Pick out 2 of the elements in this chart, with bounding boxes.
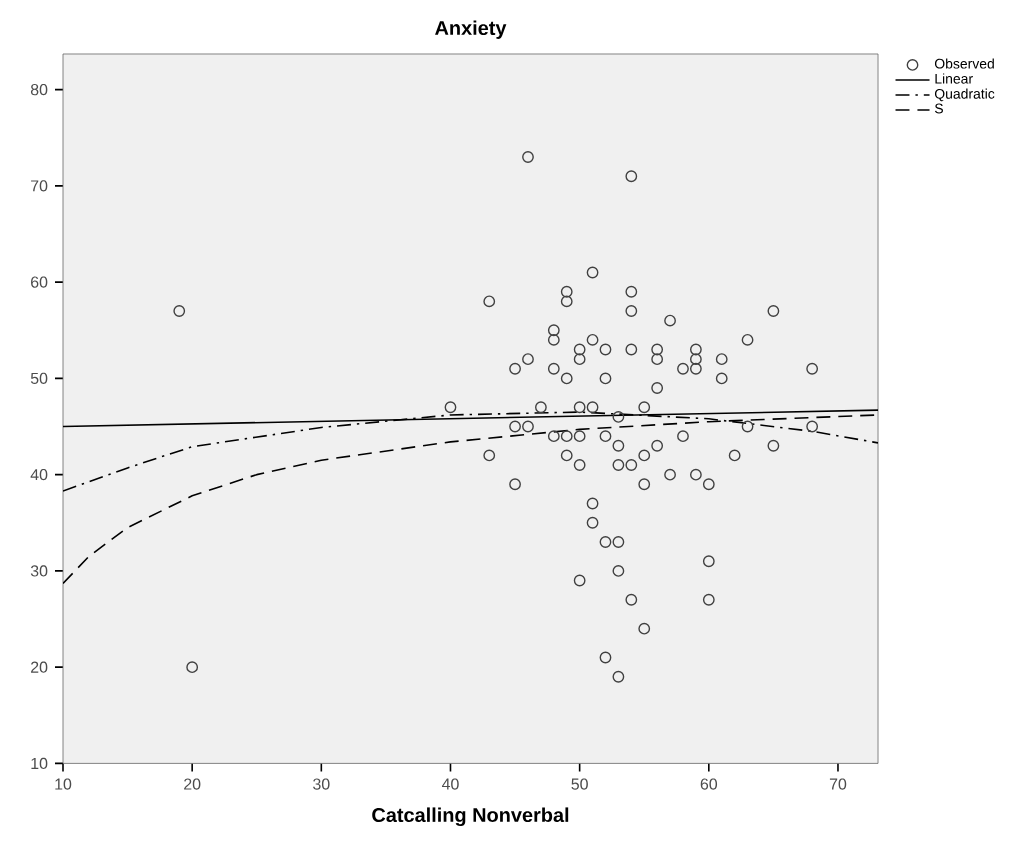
chart-title: Anxiety [435, 20, 507, 39]
x-axis-title: Catcalling Nonverbal [372, 807, 569, 827]
